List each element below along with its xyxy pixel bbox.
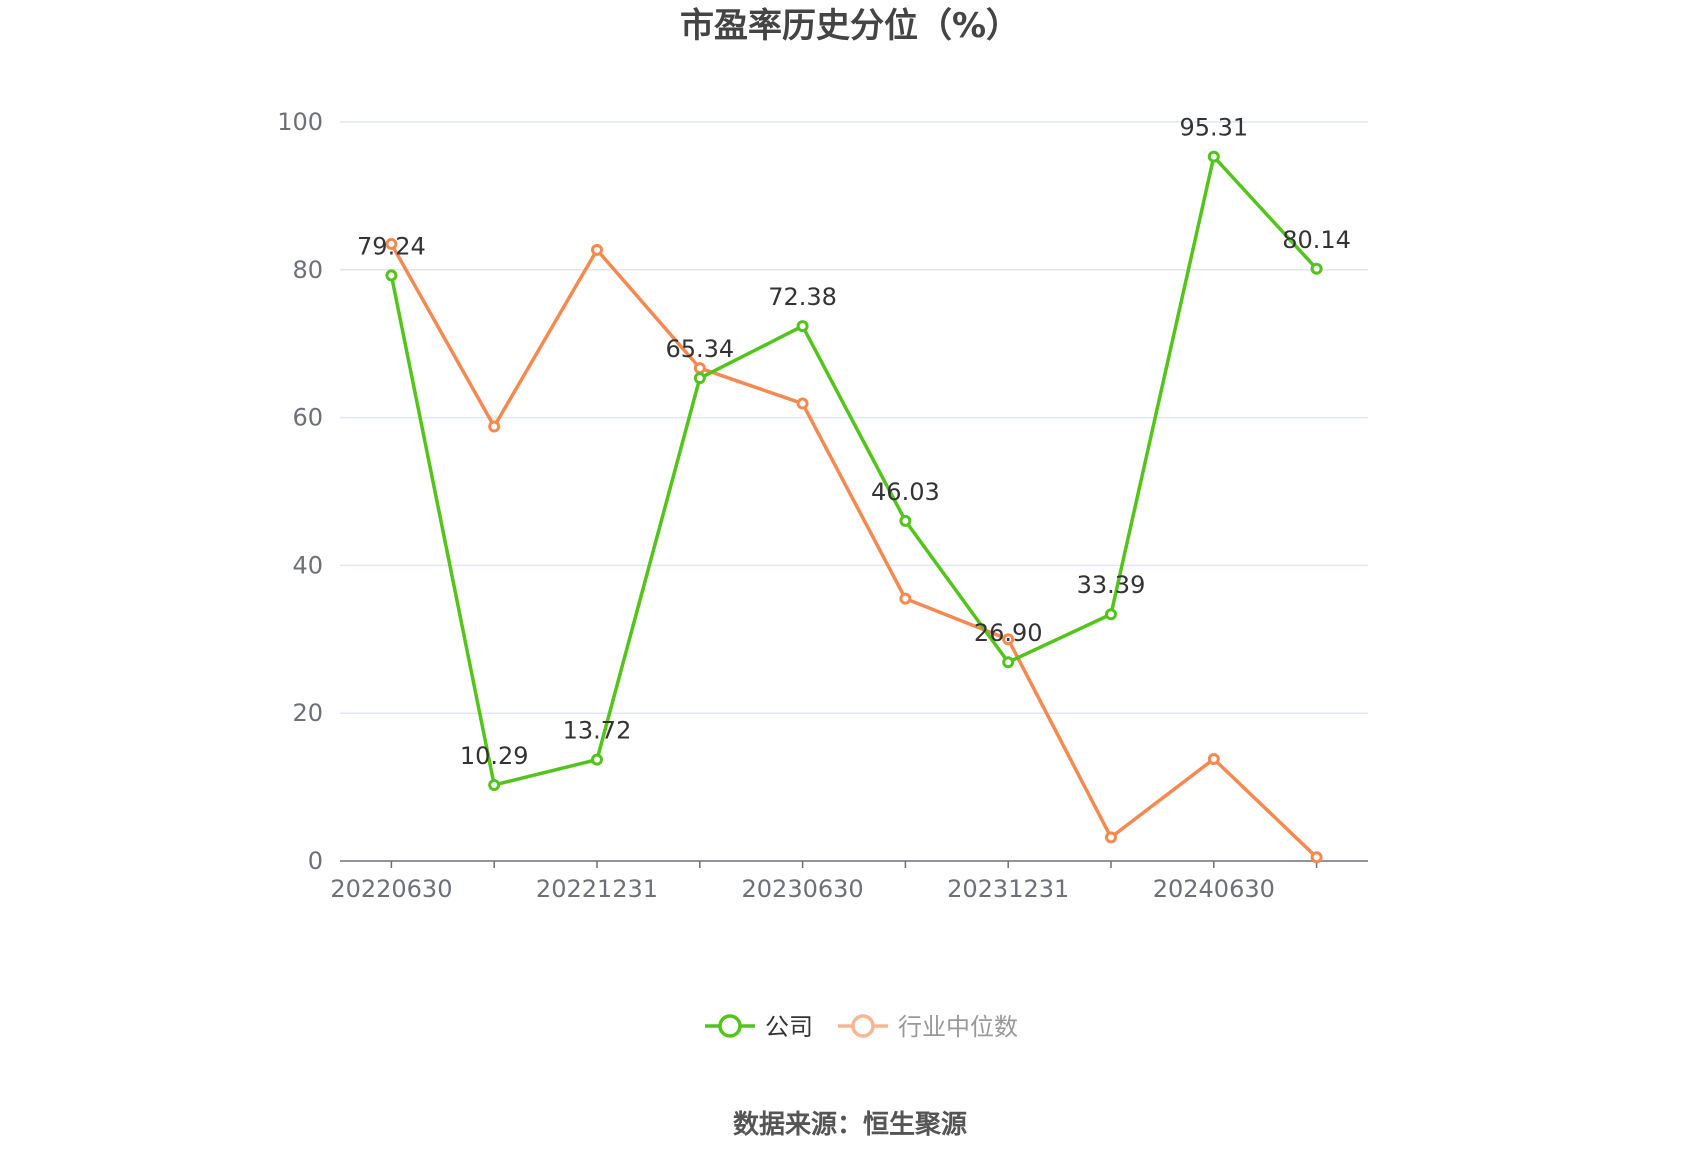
data-point (899, 514, 912, 527)
series-lines (389, 154, 1318, 859)
data-point (796, 397, 809, 410)
data-point (1002, 633, 1015, 646)
data-label: 72.38 (768, 283, 837, 311)
data-point (693, 362, 706, 375)
data-point (1207, 150, 1220, 163)
y-tick-label: 0 (308, 847, 323, 875)
data-labels: 79.24 10.29 13.72 65.34 72.38 46.03 26.90 33.39… (357, 114, 1351, 770)
data-label: 13.72 (563, 717, 632, 745)
x-tick-label: 20220630 (330, 875, 452, 903)
data-point (899, 592, 912, 605)
y-tick-label: 60 (292, 404, 323, 432)
x-tick-label: 20221231 (536, 875, 658, 903)
data-point (1105, 831, 1117, 844)
data-label: 80.14 (1282, 226, 1351, 254)
series-line (389, 154, 1318, 787)
y-tick-label: 40 (292, 551, 323, 579)
source-text: 数据来源：恒生聚源 (733, 1110, 967, 1140)
data-point (693, 372, 706, 385)
data-point (385, 237, 398, 250)
data-point (796, 320, 809, 333)
data-point (1105, 608, 1117, 621)
x-tick-label: 20231231 (947, 875, 1069, 903)
data-label: 65.34 (665, 335, 734, 363)
legend-item[interactable]: 公司 (705, 1013, 813, 1041)
data-point (1310, 262, 1323, 275)
data-label: 10.29 (460, 742, 529, 770)
x-axis-ticks: 20220630 20221231 20230630 20231231 20240630 (330, 861, 1318, 903)
data-label: 95.31 (1179, 114, 1248, 142)
series-points (385, 150, 1323, 864)
legend-circle-icon (718, 1014, 742, 1038)
legend[interactable]: 公司 行业中位数 (705, 1013, 1018, 1041)
data-point (385, 269, 398, 282)
chart-title: 市盈率历史分位（%） (680, 6, 1020, 46)
data-point (1310, 851, 1323, 864)
series-line (389, 243, 1318, 859)
legend-label: 公司 (765, 1013, 813, 1041)
y-tick-label: 100 (277, 108, 323, 136)
y-axis-ticks: 0 20 40 60 80 100 (277, 108, 323, 875)
x-tick-label: 20230630 (742, 875, 864, 903)
data-label: 79.24 (357, 232, 426, 260)
grid-lines (340, 121, 1368, 714)
data-point (1002, 656, 1015, 669)
data-point (1207, 753, 1220, 766)
data-label: 46.03 (871, 478, 940, 506)
data-point (591, 753, 603, 766)
data-label: 26.90 (974, 619, 1043, 647)
data-point (488, 420, 501, 433)
legend-item[interactable]: 行业中位数 (838, 1013, 1018, 1041)
data-point (591, 243, 603, 256)
legend-circle-icon (851, 1014, 875, 1038)
data-label: 33.39 (1077, 571, 1146, 599)
legend-label: 行业中位数 (898, 1013, 1018, 1041)
y-tick-label: 80 (292, 256, 323, 284)
y-tick-label: 20 (292, 699, 323, 727)
x-tick-label: 20240630 (1153, 875, 1275, 903)
data-point (488, 778, 501, 791)
